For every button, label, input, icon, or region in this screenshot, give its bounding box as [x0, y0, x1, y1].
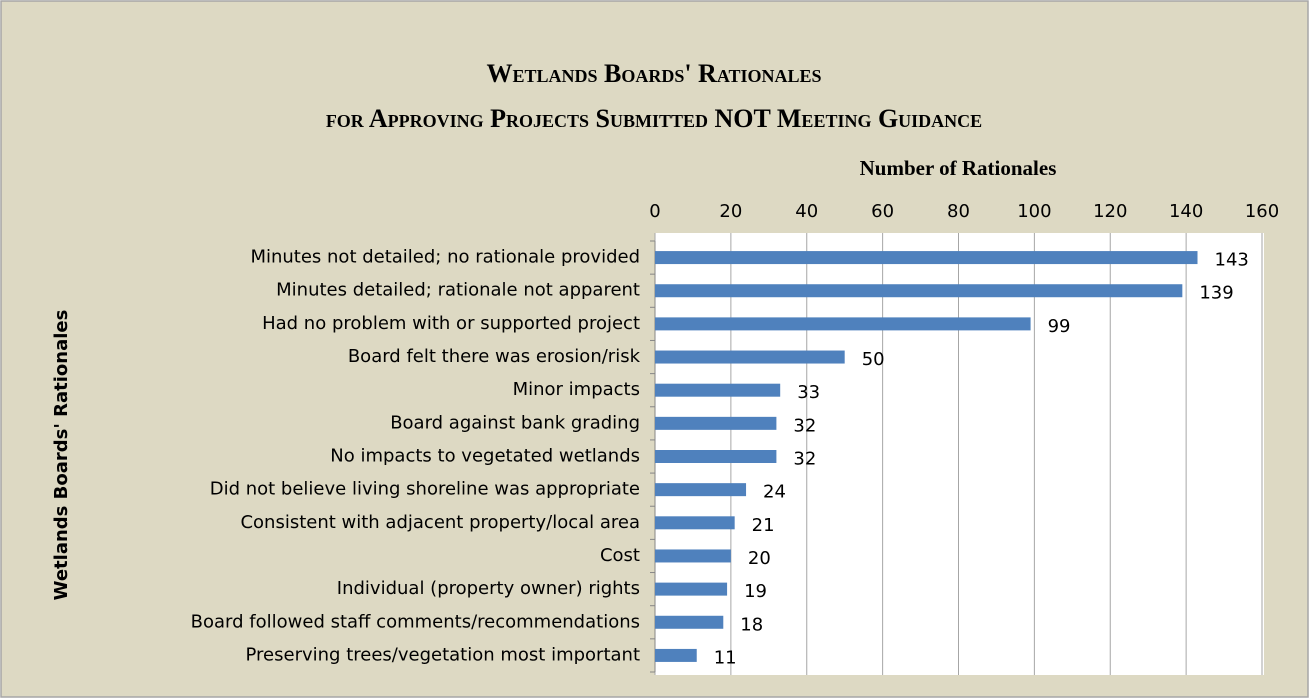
y-tick-label: No impacts to vegetated wetlands — [330, 446, 640, 467]
bar — [655, 549, 731, 563]
y-tick-label: Minutes not detailed; no rationale provi… — [250, 247, 640, 268]
y-tick-label: Board followed staff comments/recommenda… — [191, 611, 640, 632]
data-label: 33 — [797, 382, 820, 403]
x-tick-label: 0 — [649, 201, 660, 222]
x-tick-label: 160 — [1245, 201, 1279, 222]
chart-title: for Approving Projects Submitted NOT Mee… — [326, 104, 982, 133]
y-tick-label: Had no problem with or supported project — [262, 313, 640, 334]
bar — [655, 582, 728, 596]
y-tick-label: Board felt there was erosion/risk — [348, 346, 641, 367]
x-tick-label: 60 — [871, 201, 894, 222]
data-label: 24 — [763, 482, 786, 503]
bar — [655, 450, 777, 463]
bar — [655, 516, 735, 530]
x-tick-label: 140 — [1169, 201, 1203, 222]
x-tick-label: 100 — [1017, 201, 1051, 222]
x-tick-label: 80 — [947, 201, 970, 222]
y-tick-label: Minor impacts — [513, 379, 640, 400]
bar — [655, 284, 1183, 298]
data-label: 20 — [748, 548, 771, 569]
bar — [655, 483, 747, 497]
bar — [655, 317, 1031, 331]
y-tick-label: Board against bank grading — [390, 412, 640, 433]
x-tick-label: 40 — [795, 201, 818, 222]
data-label: 143 — [1215, 250, 1249, 271]
y-tick-label: Consistent with adjacent property/local … — [240, 512, 640, 533]
data-label: 32 — [793, 449, 816, 470]
data-label: 32 — [793, 415, 816, 436]
bar — [655, 615, 724, 629]
bar — [655, 350, 845, 364]
bar — [655, 416, 777, 430]
data-label: 21 — [752, 515, 775, 536]
data-label: 50 — [862, 349, 885, 370]
data-label: 99 — [1048, 316, 1071, 337]
bar — [655, 383, 781, 397]
data-label: 11 — [714, 647, 737, 668]
y-tick-label: Individual (property owner) rights — [337, 578, 640, 599]
y-tick-label: Cost — [600, 545, 640, 566]
chart-title: Wetlands Boards' Rationales — [486, 59, 821, 88]
data-label: 18 — [740, 614, 763, 635]
data-label: 19 — [744, 581, 767, 602]
y-tick-label: Minutes detailed; rationale not apparent — [276, 280, 640, 301]
data-label: 139 — [1199, 283, 1233, 304]
x-tick-label: 120 — [1093, 201, 1127, 222]
y-tick-label: Preserving trees/vegetation most importa… — [246, 644, 640, 665]
x-tick-label: 20 — [719, 201, 742, 222]
y-tick-label: Did not believe living shoreline was app… — [210, 479, 640, 500]
y-axis-title: Wetlands Boards' Rationales — [51, 310, 72, 601]
bar — [655, 648, 697, 662]
x-axis-title: Number of Rationales — [860, 156, 1057, 180]
bar — [655, 251, 1198, 265]
